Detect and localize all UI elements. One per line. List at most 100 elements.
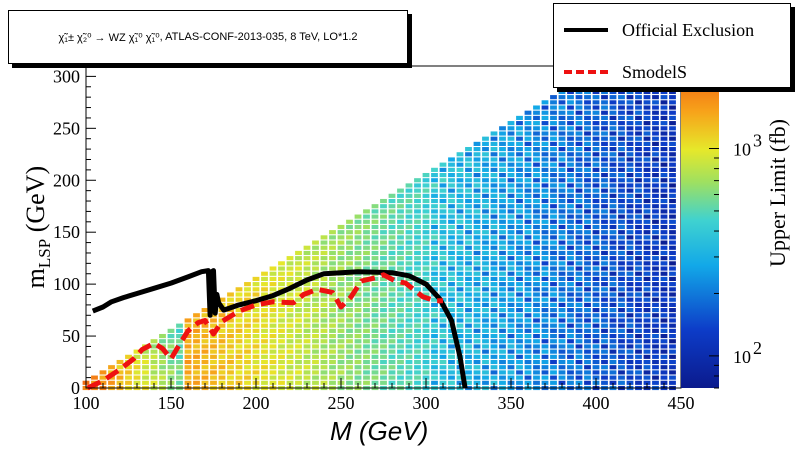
heatmap-cell (414, 370, 421, 375)
heatmap-cell (516, 266, 523, 271)
heatmap-cell (295, 328, 302, 333)
heatmap-cell (414, 344, 421, 349)
heatmap-cell (558, 318, 566, 323)
heatmap-cell (541, 230, 549, 235)
heatmap-cell (524, 157, 532, 162)
heatmap-cell (567, 240, 574, 245)
heatmap-cell (439, 271, 447, 276)
heatmap-cell (601, 136, 608, 141)
heatmap-cell (278, 282, 285, 287)
heatmap-cell (516, 172, 523, 178)
heatmap-cell (380, 276, 387, 282)
heatmap-cell (550, 167, 557, 172)
heatmap-cell (388, 292, 396, 297)
heatmap-cell (431, 349, 438, 354)
heatmap-cell (456, 178, 464, 183)
heatmap-cell (473, 209, 481, 214)
official-exclusion-curve (91, 268, 468, 389)
heatmap-cell (465, 333, 472, 339)
heatmap-cell (575, 162, 583, 167)
heatmap-cell (584, 121, 591, 126)
heatmap-cell (584, 354, 591, 359)
heatmap-cell (465, 172, 472, 178)
heatmap-cell (635, 95, 642, 100)
heatmap-cell (592, 339, 600, 344)
heatmap-cell (550, 339, 557, 344)
heatmap-cell (456, 380, 464, 385)
heatmap-cell (380, 365, 387, 370)
heatmap-cell (533, 131, 540, 136)
heatmap-cell (210, 344, 217, 349)
heatmap-cell (643, 266, 651, 271)
heatmap-cell (584, 282, 591, 287)
heatmap-cell (218, 318, 226, 323)
heatmap-cell (635, 261, 642, 266)
heatmap-cell (371, 365, 379, 370)
heatmap-cell (439, 292, 447, 297)
heatmap-cell (609, 308, 617, 313)
heatmap-cell (626, 115, 634, 121)
heatmap-cell (295, 292, 302, 297)
heatmap-cell (541, 115, 549, 121)
heatmap-cell (278, 365, 285, 370)
heatmap-cell (499, 250, 506, 256)
heatmap-cell (618, 292, 625, 297)
heatmap-cell (575, 115, 583, 121)
heatmap-cell (550, 214, 557, 219)
heatmap-cell (609, 198, 617, 204)
heatmap-cell (125, 370, 132, 375)
heatmap-cell (618, 235, 625, 240)
heatmap-cell (524, 204, 532, 209)
heatmap-cell (456, 183, 464, 188)
heatmap-cell (669, 136, 676, 141)
heatmap-cell (278, 276, 285, 282)
heatmap-cell (567, 297, 574, 302)
heatmap-cell (558, 240, 566, 245)
heatmap-cell (456, 266, 464, 271)
heatmap-cell (516, 209, 523, 214)
heatmap-cell (567, 172, 574, 178)
heatmap-cell (524, 318, 532, 323)
heatmap-cell (575, 245, 583, 250)
heatmap-cell (618, 178, 625, 183)
heatmap-cell (278, 302, 285, 307)
heatmap-cells (82, 69, 676, 391)
heatmap-cell (592, 121, 600, 126)
heatmap-cell (516, 178, 523, 183)
heatmap-cell (592, 302, 600, 307)
heatmap-cell (635, 172, 642, 178)
heatmap-cell (210, 318, 217, 323)
heatmap-cell (380, 339, 387, 344)
heatmap-cell (550, 110, 557, 115)
heatmap-cell (533, 183, 540, 188)
heatmap-cell (618, 131, 625, 136)
heatmap-cell (456, 209, 464, 214)
legend-entry-official: Official Exclusion (564, 17, 784, 43)
heatmap-cell (184, 318, 192, 323)
heatmap-cell (643, 204, 651, 209)
heatmap-cell (584, 198, 591, 204)
heatmap-cell (567, 365, 574, 370)
heatmap-cell (422, 250, 430, 256)
heatmap-cell (448, 344, 455, 349)
heatmap-cell (601, 178, 608, 183)
heatmap-cell (397, 235, 404, 240)
heatmap-cell (609, 131, 617, 136)
heatmap-cell (533, 235, 540, 240)
heatmap-cell (286, 344, 294, 349)
heatmap-cell (618, 162, 625, 167)
heatmap-cell (133, 359, 141, 365)
heatmap-cell (371, 214, 379, 219)
heatmap-cell (516, 250, 523, 256)
heatmap-cell (669, 282, 676, 287)
heatmap-cell (524, 344, 532, 349)
heatmap-cell (609, 370, 617, 375)
heatmap-cell (482, 292, 489, 297)
heatmap-cell (227, 365, 234, 370)
heatmap-cell (507, 292, 515, 297)
heatmap-cell (465, 292, 472, 297)
heatmap-cell (660, 121, 668, 126)
heatmap-cell (431, 323, 438, 328)
heatmap-cell (550, 365, 557, 370)
heatmap-cell (669, 339, 676, 344)
